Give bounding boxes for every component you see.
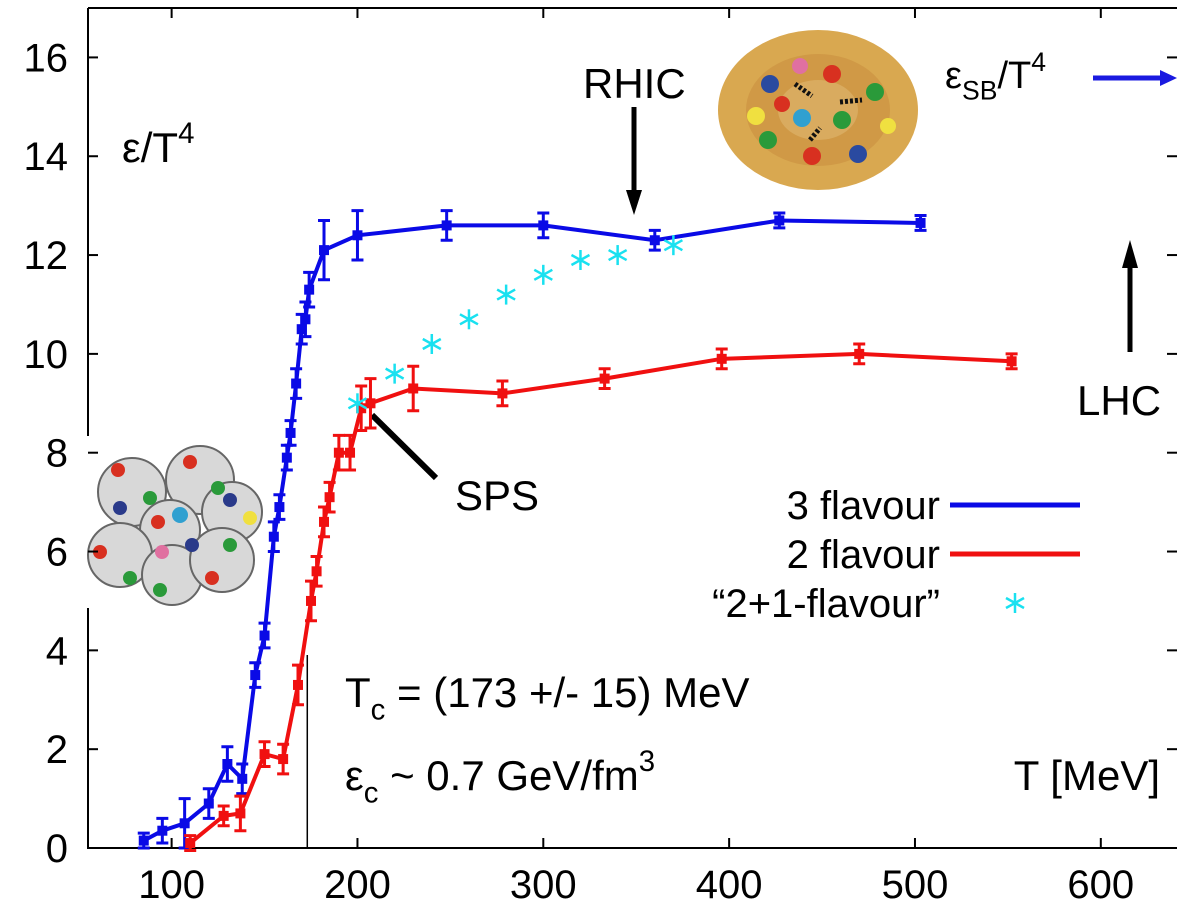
annotation-part: ~ 0.7 GeV/fm: [378, 752, 638, 799]
point: [534, 265, 552, 285]
point: [312, 566, 322, 576]
x-tick-label: 500: [882, 863, 949, 907]
x-tick-label: 300: [510, 863, 577, 907]
point: [423, 334, 441, 354]
y-tick-label: 4: [46, 629, 68, 673]
point: [282, 453, 292, 463]
point: [139, 836, 149, 846]
point: [319, 517, 329, 527]
x-axis-label: T [MeV]: [1014, 752, 1160, 799]
point: [219, 811, 229, 821]
point: [185, 838, 195, 848]
point: [260, 631, 270, 641]
point: [442, 220, 452, 230]
point: [774, 215, 784, 225]
annotation: Tc = (173 +/- 15) MeV: [345, 669, 750, 727]
point: [286, 428, 296, 438]
x-tick-label: 400: [696, 863, 763, 907]
x-tick-label: 600: [1067, 863, 1134, 907]
point: [319, 245, 329, 255]
annotation-part: c: [371, 694, 386, 727]
legend-symbol: [1006, 593, 1024, 613]
point: [222, 759, 232, 769]
point: [157, 826, 167, 836]
y-tick-label: 14: [24, 135, 69, 179]
point: [916, 218, 926, 228]
y-tick-label: 2: [46, 728, 68, 772]
hadron-illustration: [84, 436, 274, 608]
point: [609, 245, 627, 265]
point: [260, 749, 270, 759]
qgp-illustration: [718, 30, 918, 190]
y-axis-label: ε/T4: [122, 117, 194, 171]
y-tick-label: 12: [24, 234, 69, 278]
legend-label: 2 flavour: [787, 533, 940, 577]
y-axis-label-part: 4: [178, 117, 194, 150]
point: [204, 799, 214, 809]
annotation-part: /T: [997, 55, 1031, 97]
point: [269, 532, 279, 542]
point: [386, 364, 404, 384]
point: [717, 354, 727, 364]
legend-label: 3 flavour: [787, 484, 940, 528]
point: [325, 492, 335, 502]
y-tick-label: 10: [24, 333, 69, 377]
point: [235, 808, 245, 818]
point: [365, 398, 375, 408]
annotation-part: LHC: [1077, 377, 1161, 424]
point: [278, 754, 288, 764]
y-tick-label: 8: [46, 432, 68, 476]
x-tick-label: 200: [324, 863, 391, 907]
annotation-part: 3: [639, 745, 655, 778]
annotation-part: RHIC: [583, 60, 686, 107]
point: [1007, 356, 1017, 366]
page: 0246810121416100200300400500600ε/T4T [Me…: [0, 0, 1177, 923]
point: [352, 230, 362, 240]
point: [237, 774, 247, 784]
annotation-part: = (173 +/- 15) MeV: [385, 669, 749, 716]
point: [600, 374, 610, 384]
point: [250, 670, 260, 680]
point: [180, 818, 190, 828]
point: [345, 448, 355, 458]
point: [304, 285, 314, 295]
x-tick-label: 100: [138, 863, 205, 907]
point: [571, 250, 589, 270]
point: [334, 448, 344, 458]
point: [274, 502, 284, 512]
chart: 0246810121416100200300400500600ε/T4T [Me…: [0, 0, 1177, 923]
annotation: LHC: [1077, 377, 1161, 424]
y-axis-label-part: ε/T: [122, 124, 178, 171]
point: [650, 235, 660, 245]
annotation: RHIC: [583, 60, 686, 107]
point: [300, 314, 310, 324]
annotation-part: c: [364, 777, 379, 810]
point: [538, 220, 548, 230]
point: [497, 285, 515, 305]
annotation: SPS: [455, 472, 539, 519]
point: [291, 379, 301, 389]
point: [460, 309, 478, 329]
point: [306, 596, 316, 606]
point: [408, 383, 418, 393]
annotation: εc ~ 0.7 GeV/fm3: [345, 745, 655, 810]
point: [497, 388, 507, 398]
annotation-part: 4: [1031, 47, 1046, 77]
y-tick-label: 16: [24, 36, 69, 80]
y-tick-label: 0: [46, 827, 68, 871]
y-tick-label: 6: [46, 531, 68, 575]
annotation-part: T: [345, 669, 371, 716]
legend-label: “2+1-flavour”: [712, 582, 940, 626]
annotation-part: ε: [945, 55, 962, 97]
point: [293, 680, 303, 690]
point: [854, 349, 864, 359]
annotation-part: ε: [345, 752, 364, 799]
annotation: εSB/T4: [945, 47, 1046, 106]
annotation-part: SPS: [455, 472, 539, 519]
annotation-part: SB: [962, 75, 997, 105]
